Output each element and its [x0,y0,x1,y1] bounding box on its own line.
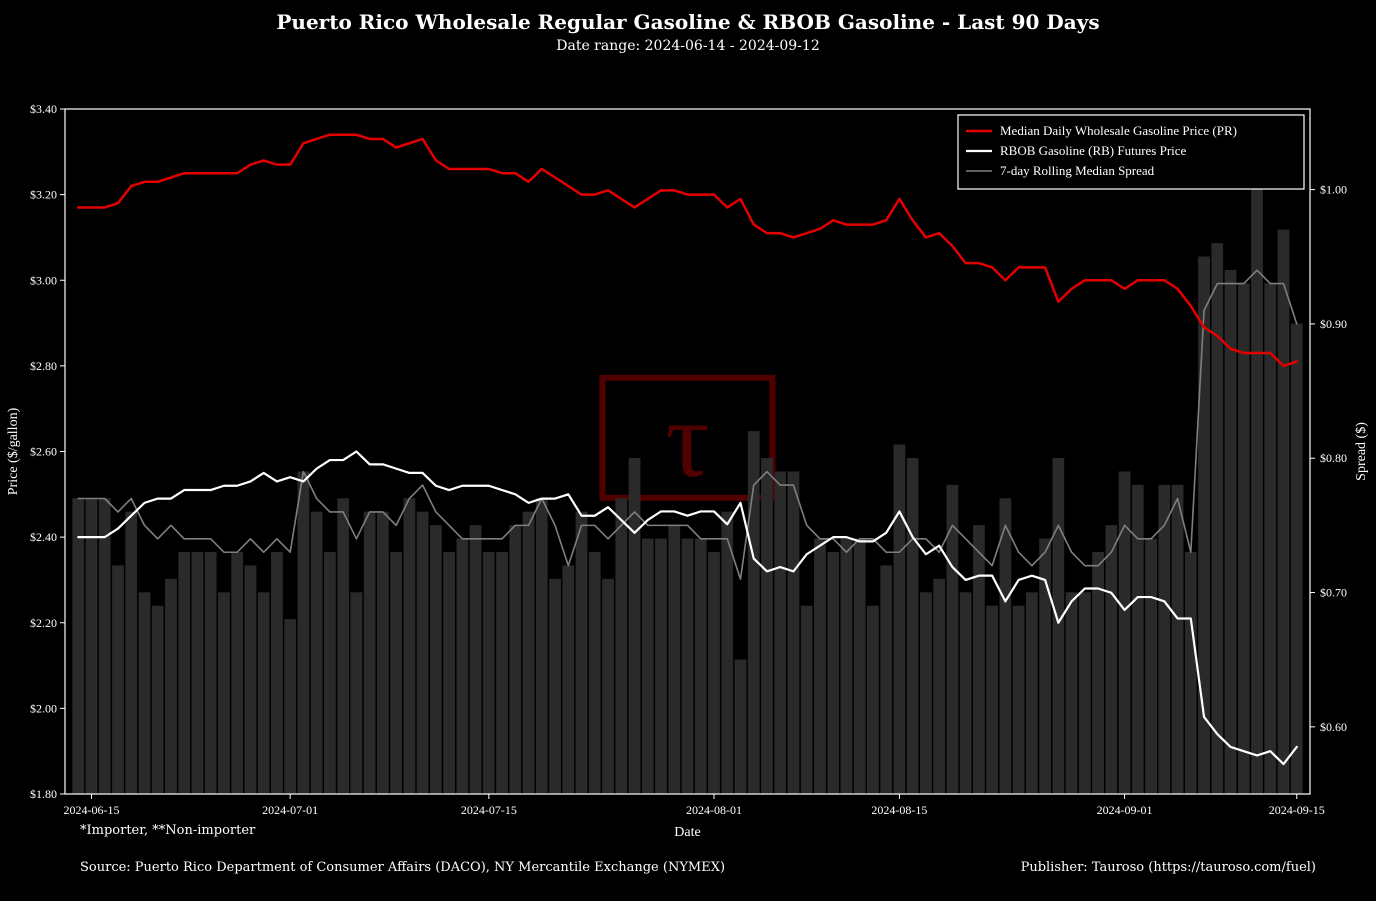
svg-text:2024-09-15: 2024-09-15 [1269,803,1325,817]
svg-text:τ: τ [665,378,709,500]
svg-text:$0.70: $0.70 [1320,586,1347,600]
svg-text:2024-07-01: 2024-07-01 [262,803,318,817]
svg-text:Price ($/gallon): Price ($/gallon) [6,407,21,495]
svg-text:2024-08-15: 2024-08-15 [871,803,927,817]
svg-text:RBOB Gasoline (RB) Futures Pri: RBOB Gasoline (RB) Futures Price [1000,143,1187,158]
svg-text:$2.40: $2.40 [30,530,57,544]
chart-subtitle: Date range: 2024-06-14 - 2024-09-12 [0,38,1376,54]
svg-text:$2.00: $2.00 [30,701,57,715]
svg-text:2024-09-01: 2024-09-01 [1097,803,1153,817]
svg-text:2024-08-01: 2024-08-01 [686,803,742,817]
title-block: Puerto Rico Wholesale Regular Gasoline &… [0,0,1376,54]
svg-text:Spread ($): Spread ($) [1354,422,1369,481]
svg-text:7-day Rolling Median Spread: 7-day Rolling Median Spread [1000,163,1155,178]
footer-note: *Importer, **Non-importer [80,823,255,838]
svg-text:$2.20: $2.20 [30,616,57,630]
chart-container: τ $1.80 $2.00 $2.20 $2.40 $2.60 $2.80 $3.00 $3.2… [0,54,1376,844]
svg-text:2024-07-15: 2024-07-15 [461,803,517,817]
svg-text:$0.80: $0.80 [1320,451,1347,465]
svg-text:Date: Date [674,825,700,840]
chart-title: Puerto Rico Wholesale Regular Gasoline &… [0,10,1376,34]
svg-text:$3.00: $3.00 [30,273,57,287]
chart-svg: τ $1.80 $2.00 $2.20 $2.40 $2.60 $2.80 $3.00 $3.2… [0,54,1376,844]
svg-text:$2.80: $2.80 [30,359,57,373]
svg-text:$2.60: $2.60 [30,445,57,459]
svg-text:$1.80: $1.80 [30,787,57,801]
svg-text:$3.20: $3.20 [30,188,57,202]
footer-publisher: Publisher: Tauroso (https://tauroso.com/… [1021,860,1316,875]
svg-text:$0.90: $0.90 [1320,317,1347,331]
svg-text:$1.00: $1.00 [1320,183,1347,197]
svg-text:$0.60: $0.60 [1320,720,1347,734]
svg-text:2024-06-15: 2024-06-15 [63,803,119,817]
footer-source: Source: Puerto Rico Department of Consum… [80,860,725,875]
svg-text:Median Daily Wholesale Gasolin: Median Daily Wholesale Gasoline Price (P… [1000,123,1237,138]
svg-text:$3.40: $3.40 [30,102,57,116]
